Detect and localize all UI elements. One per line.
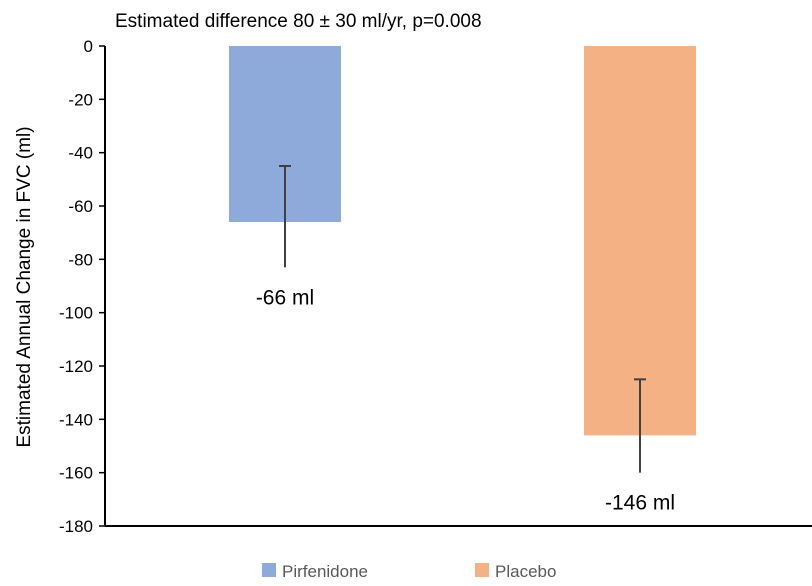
legend: Pirfenidone Placebo: [262, 562, 556, 581]
legend-label-pirfenidone: Pirfenidone: [282, 562, 368, 581]
error-bars: [279, 165, 646, 473]
y-axis-label: Estimated Annual Change in FVC (ml): [14, 126, 35, 447]
y-tick-label: -160: [59, 464, 93, 483]
y-tick-label: -100: [59, 304, 93, 323]
chart-title: Estimated difference 80 ± 30 ml/yr, p=0.…: [115, 11, 482, 32]
y-tick-label: -40: [68, 144, 93, 163]
legend-label-placebo: Placebo: [495, 562, 556, 581]
y-tick-label: -60: [68, 197, 93, 216]
bar-series: [229, 46, 696, 436]
legend-swatch-pirfenidone: [262, 563, 276, 577]
data-labels: -66 ml -146 ml: [256, 286, 675, 514]
y-tick-label: -140: [59, 410, 93, 429]
bar-placebo: [584, 46, 696, 436]
data-label-placebo: -146 ml: [605, 492, 675, 515]
legend-swatch-placebo: [475, 563, 489, 577]
y-tick-label: 0: [84, 37, 93, 56]
y-axis: 0 -20 -40 -60 -80 -100 -120 -140 -160 -180: [59, 37, 105, 536]
y-tick-label: -120: [59, 357, 93, 376]
y-tick-label: -180: [59, 517, 93, 536]
data-label-pirfenidone: -66 ml: [256, 286, 314, 309]
plot-frame: [104, 46, 812, 527]
y-tick-label: -20: [68, 90, 93, 109]
y-tick-label: -80: [68, 250, 93, 269]
